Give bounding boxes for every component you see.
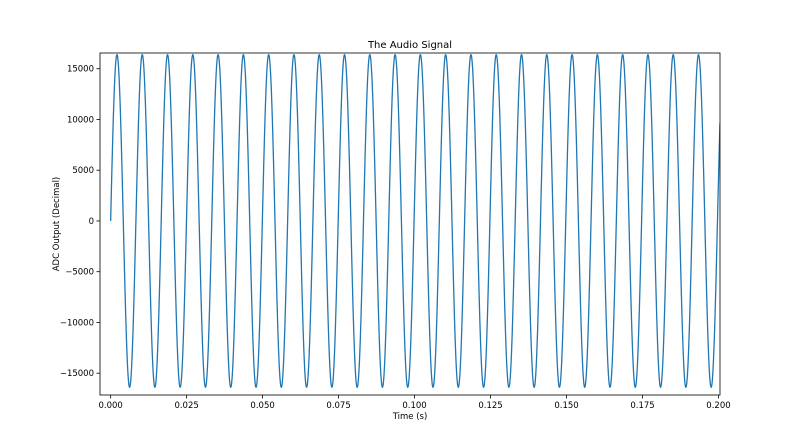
x-tick-label: 0.125 [478, 401, 502, 411]
x-tick-label: 0.025 [174, 401, 198, 411]
chart-title: The Audio Signal [367, 40, 452, 51]
y-tick-label: −10000 [60, 318, 94, 328]
y-axis-label: ADC Output (Decimal) [52, 177, 62, 272]
plot-area [99, 52, 721, 396]
y-axis-ticks: 15000 10000 5000 0 −5000 −10000 −15000 [60, 65, 100, 379]
y-tick-label: 10000 [67, 115, 94, 125]
x-tick-label: 0.050 [250, 401, 274, 411]
series-line [109, 53, 720, 389]
x-tick-label: 0.000 [98, 401, 122, 411]
y-tick-label: −5000 [65, 268, 94, 278]
x-tick-label: 0.200 [706, 401, 730, 411]
x-tick-label: 0.075 [326, 401, 350, 411]
x-axis-label: Time (s) [392, 412, 428, 422]
x-axis-ticks: 0.000 0.025 0.050 0.075 0.100 0.125 0.150 0.175… [98, 395, 731, 411]
x-tick-label: 0.175 [630, 401, 654, 411]
x-tick-label: 0.100 [402, 401, 426, 411]
plot-frame [99, 52, 721, 396]
y-tick-label: 5000 [72, 166, 94, 176]
y-tick-label: −15000 [60, 369, 94, 379]
y-tick-label: 0 [89, 217, 94, 227]
y-tick-label: 15000 [67, 65, 94, 75]
x-tick-label: 0.150 [554, 401, 578, 411]
